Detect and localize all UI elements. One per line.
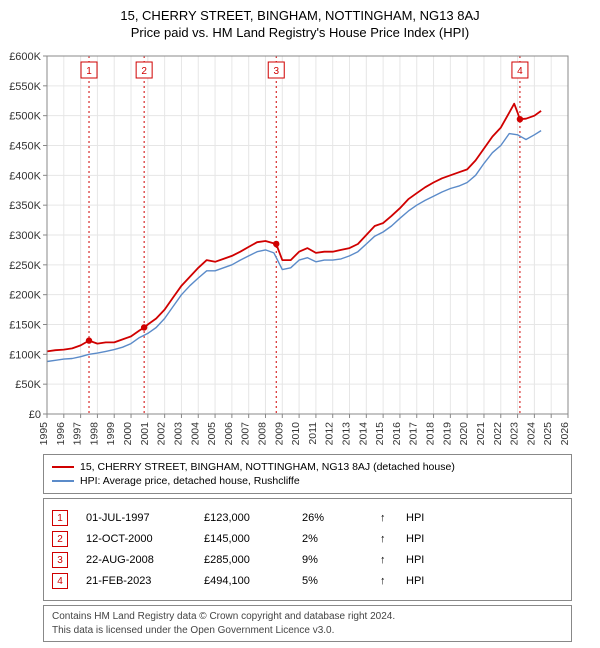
sale-pct: 5%	[302, 575, 362, 587]
svg-text:4: 4	[517, 66, 523, 77]
svg-text:1998: 1998	[88, 422, 100, 446]
svg-text:2015: 2015	[374, 422, 386, 446]
chart-subtitle: Price paid vs. HM Land Registry's House …	[10, 25, 590, 40]
svg-text:2011: 2011	[307, 422, 319, 445]
arrow-up-icon: ↑	[380, 554, 388, 566]
svg-text:1996: 1996	[55, 422, 67, 446]
svg-text:2004: 2004	[189, 422, 201, 446]
svg-text:£600K: £600K	[9, 51, 41, 63]
svg-text:1997: 1997	[72, 422, 84, 446]
svg-text:2025: 2025	[542, 422, 554, 446]
footer-line: This data is licensed under the Open Gov…	[52, 624, 563, 638]
svg-text:2018: 2018	[425, 422, 437, 446]
sale-series: HPI	[406, 575, 563, 587]
svg-text:2026: 2026	[559, 422, 571, 446]
legend-swatch	[52, 480, 74, 482]
svg-text:2020: 2020	[458, 422, 470, 446]
svg-text:1999: 1999	[105, 422, 117, 446]
svg-text:2021: 2021	[475, 422, 487, 446]
svg-text:2008: 2008	[256, 422, 268, 446]
svg-text:£300K: £300K	[9, 230, 41, 242]
svg-text:2017: 2017	[408, 422, 420, 446]
sale-row: 1 01-JUL-1997 £123,000 26% ↑ HPI	[52, 510, 563, 526]
sale-date: 01-JUL-1997	[86, 512, 186, 524]
sale-date: 21-FEB-2023	[86, 575, 186, 587]
sale-pct: 9%	[302, 554, 362, 566]
sale-marker-badge: 2	[52, 531, 68, 547]
sale-date: 22-AUG-2008	[86, 554, 186, 566]
legend-label: HPI: Average price, detached house, Rush…	[80, 475, 300, 487]
svg-text:2007: 2007	[240, 422, 252, 446]
svg-text:2001: 2001	[139, 422, 151, 446]
svg-text:2012: 2012	[324, 422, 336, 446]
svg-text:3: 3	[273, 66, 279, 77]
sale-row: 2 12-OCT-2000 £145,000 2% ↑ HPI	[52, 531, 563, 547]
svg-text:£150K: £150K	[9, 320, 41, 332]
sale-marker-badge: 4	[52, 573, 68, 589]
svg-text:£250K: £250K	[9, 260, 41, 272]
legend-swatch	[52, 466, 74, 468]
price-chart: £0 £50K £100K £150K £200K £250K £300K £350K £400…	[4, 48, 596, 448]
sale-marker-badge: 1	[52, 510, 68, 526]
sale-price: £123,000	[204, 512, 284, 524]
svg-text:2002: 2002	[156, 422, 168, 446]
svg-text:£350K: £350K	[9, 200, 41, 212]
svg-text:1: 1	[86, 66, 92, 77]
sale-price: £145,000	[204, 533, 284, 545]
svg-text:£100K: £100K	[9, 349, 41, 361]
arrow-up-icon: ↑	[380, 512, 388, 524]
sales-table: 1 01-JUL-1997 £123,000 26% ↑ HPI 2 12-OCT-2000 £…	[43, 498, 572, 601]
svg-text:£400K: £400K	[9, 170, 41, 182]
svg-text:£450K: £450K	[9, 141, 41, 153]
attribution-footer: Contains HM Land Registry data © Crown c…	[43, 605, 572, 642]
svg-text:£0: £0	[29, 409, 41, 421]
svg-text:2014: 2014	[357, 422, 369, 446]
footer-line: Contains HM Land Registry data © Crown c…	[52, 610, 563, 624]
svg-text:2022: 2022	[492, 422, 504, 446]
svg-text:2019: 2019	[441, 422, 453, 446]
svg-text:2000: 2000	[122, 422, 134, 446]
svg-text:2: 2	[141, 66, 147, 77]
arrow-up-icon: ↑	[380, 533, 388, 545]
svg-text:2003: 2003	[172, 422, 184, 446]
legend-label: 15, CHERRY STREET, BINGHAM, NOTTINGHAM, …	[80, 461, 455, 473]
svg-text:2023: 2023	[509, 422, 521, 446]
legend-item: HPI: Average price, detached house, Rush…	[52, 475, 563, 487]
sale-row: 4 21-FEB-2023 £494,100 5% ↑ HPI	[52, 573, 563, 589]
sale-row: 3 22-AUG-2008 £285,000 9% ↑ HPI	[52, 552, 563, 568]
sale-series: HPI	[406, 533, 563, 545]
legend: 15, CHERRY STREET, BINGHAM, NOTTINGHAM, …	[43, 454, 572, 494]
sale-price: £285,000	[204, 554, 284, 566]
svg-text:2009: 2009	[273, 422, 285, 446]
sale-series: HPI	[406, 554, 563, 566]
svg-text:2013: 2013	[341, 422, 353, 446]
legend-item: 15, CHERRY STREET, BINGHAM, NOTTINGHAM, …	[52, 461, 563, 473]
svg-text:£50K: £50K	[15, 379, 41, 391]
svg-text:1995: 1995	[38, 422, 50, 446]
svg-text:2016: 2016	[391, 422, 403, 446]
arrow-up-icon: ↑	[380, 575, 388, 587]
svg-text:2010: 2010	[290, 422, 302, 446]
svg-text:2005: 2005	[206, 422, 218, 446]
svg-text:2006: 2006	[223, 422, 235, 446]
chart-title: 15, CHERRY STREET, BINGHAM, NOTTINGHAM, …	[10, 8, 590, 23]
sale-price: £494,100	[204, 575, 284, 587]
sale-date: 12-OCT-2000	[86, 533, 186, 545]
svg-text:2024: 2024	[525, 422, 537, 446]
sale-pct: 26%	[302, 512, 362, 524]
svg-text:£200K: £200K	[9, 290, 41, 302]
svg-text:£550K: £550K	[9, 81, 41, 93]
sale-series: HPI	[406, 512, 563, 524]
sale-marker-badge: 3	[52, 552, 68, 568]
svg-text:£500K: £500K	[9, 111, 41, 123]
sale-pct: 2%	[302, 533, 362, 545]
